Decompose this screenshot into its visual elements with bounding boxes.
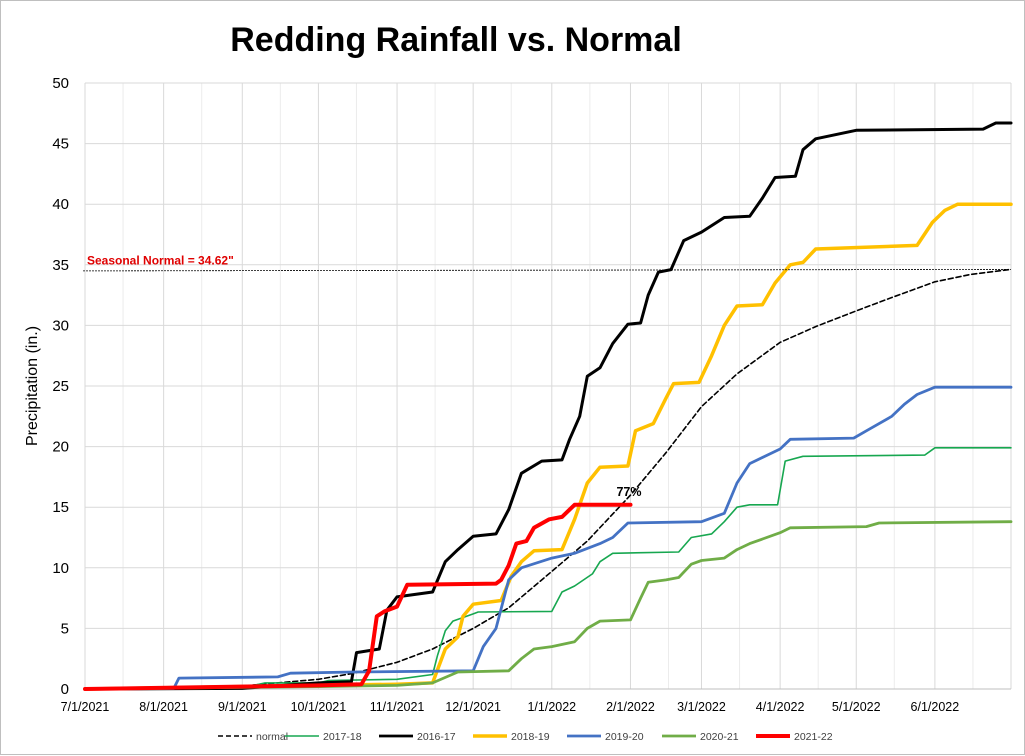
series-lines (83, 121, 1013, 691)
y-tick-label: 10 (52, 560, 69, 577)
y-tick-label: 5 (61, 620, 69, 637)
legend-label-2019-20: 2019-20 (605, 731, 644, 743)
x-tick-label: 1/1/2022 (527, 700, 576, 714)
y-tick-label: 25 (52, 378, 69, 395)
axes: 0 5 10 15 20 25 30 35 40 45 50 7/1/2021 8/1/2021 9/1/… (52, 75, 1011, 714)
series-line-2018-19 (83, 202, 1013, 691)
legend-label-2020-21: 2020-21 (700, 731, 739, 743)
gridlines (84, 82, 1012, 690)
x-tick-label: 5/1/2022 (832, 700, 881, 714)
x-tick-label: 8/1/2021 (139, 700, 188, 714)
legend-label-2021-22: 2021-22 (794, 731, 833, 743)
seasonal-normal-line (82, 269, 1012, 272)
x-tick-label: 2/1/2022 (606, 700, 655, 714)
x-tick-label: 10/1/2021 (291, 700, 347, 714)
legend-label-2018-19: 2018-19 (511, 731, 550, 743)
y-tick-label: 40 (52, 196, 69, 213)
y-axis-label: Precipitation (in.) (24, 326, 41, 446)
x-tick-label: 11/1/2021 (370, 700, 425, 714)
x-tick-label: 3/1/2022 (677, 700, 726, 714)
legend-label-normal: normal (256, 731, 288, 743)
y-tick-label: 35 (52, 257, 69, 274)
series-line-2019-20 (83, 385, 1013, 691)
seasonal-normal-label: Seasonal Normal = 34.62" (87, 253, 234, 267)
y-tick-label: 45 (52, 136, 69, 153)
y-tick-label: 15 (52, 499, 69, 516)
x-tick-label: 4/1/2022 (756, 700, 805, 714)
legend-label-2016-17: 2016-17 (417, 731, 456, 743)
x-tick-label: 6/1/2022 (911, 700, 960, 714)
legend-label-2017-18: 2017-18 (323, 731, 362, 743)
y-tick-label: 20 (52, 439, 69, 456)
chart-title: Redding Rainfall vs. Normal (230, 21, 682, 59)
series-line-2016-17 (83, 121, 1013, 691)
legend: normal 2017-18 2016-17 2018-19 2019-20 2020-2… (218, 731, 833, 743)
x-tick-label: 9/1/2021 (218, 700, 267, 714)
x-tick-label: 12/1/2021 (445, 700, 501, 714)
series-line-normal (84, 268, 1012, 690)
y-tick-label: 30 (52, 317, 69, 334)
percent-of-normal-label: 77% (616, 485, 641, 499)
series-line-2021-22 (83, 502, 633, 691)
y-tick-label: 0 (61, 681, 69, 698)
y-tick-label: 50 (52, 75, 69, 92)
series-line-2017-18 (84, 446, 1012, 690)
annotations: Seasonal Normal = 34.62" 77% (82, 253, 1012, 499)
series-line-2020-21 (83, 520, 1013, 691)
x-tick-label: 7/1/2021 (61, 700, 110, 714)
